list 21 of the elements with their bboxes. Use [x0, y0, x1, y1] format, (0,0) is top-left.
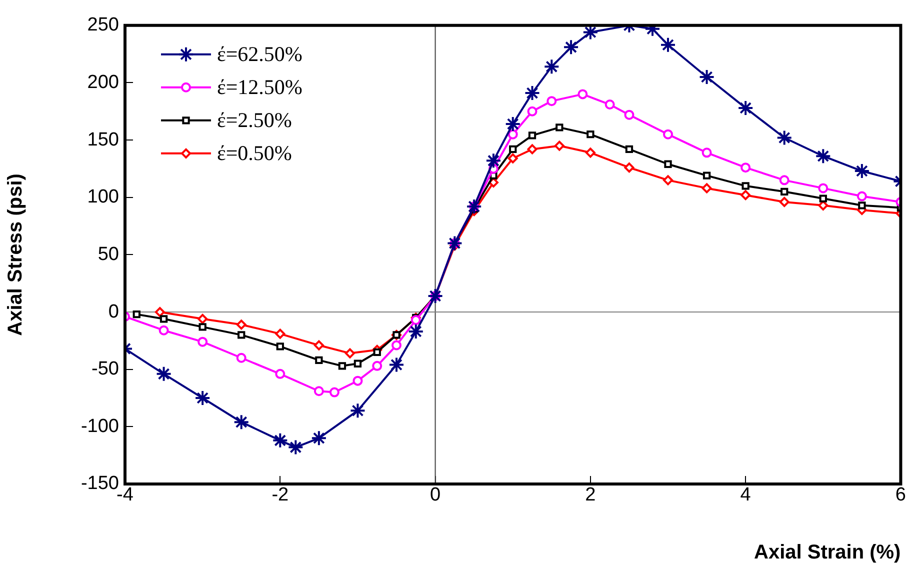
y-axis-title: Axial Stress (psi) — [4, 174, 27, 336]
y-tick-label: -100 — [80, 416, 119, 437]
x-tick-label: 2 — [585, 484, 596, 506]
legend-label: έ=0.50% — [217, 140, 292, 165]
legend-label: έ=12.50% — [217, 74, 302, 99]
y-tick-label: 150 — [87, 129, 119, 150]
x-tick-label: 0 — [430, 484, 441, 506]
x-axis-title: Axial Strain (%) — [754, 542, 901, 564]
y-tick-label: 200 — [87, 72, 119, 93]
legend-label: έ=2.50% — [217, 108, 292, 132]
x-tick-label: 4 — [740, 484, 752, 506]
y-tick-label: 0 — [108, 301, 119, 322]
y-tick-label: -150 — [80, 473, 119, 494]
legend-label: έ=62.50% — [217, 42, 302, 66]
y-tick-label: -50 — [92, 358, 119, 380]
y-tick-label: 100 — [87, 186, 119, 208]
x-tick-label: 6 — [895, 484, 906, 506]
x-tick-label: -4 — [116, 484, 134, 506]
y-tick-label: 250 — [87, 14, 119, 36]
y-tick-label: 50 — [98, 244, 119, 265]
x-tick-label: -2 — [272, 484, 289, 506]
